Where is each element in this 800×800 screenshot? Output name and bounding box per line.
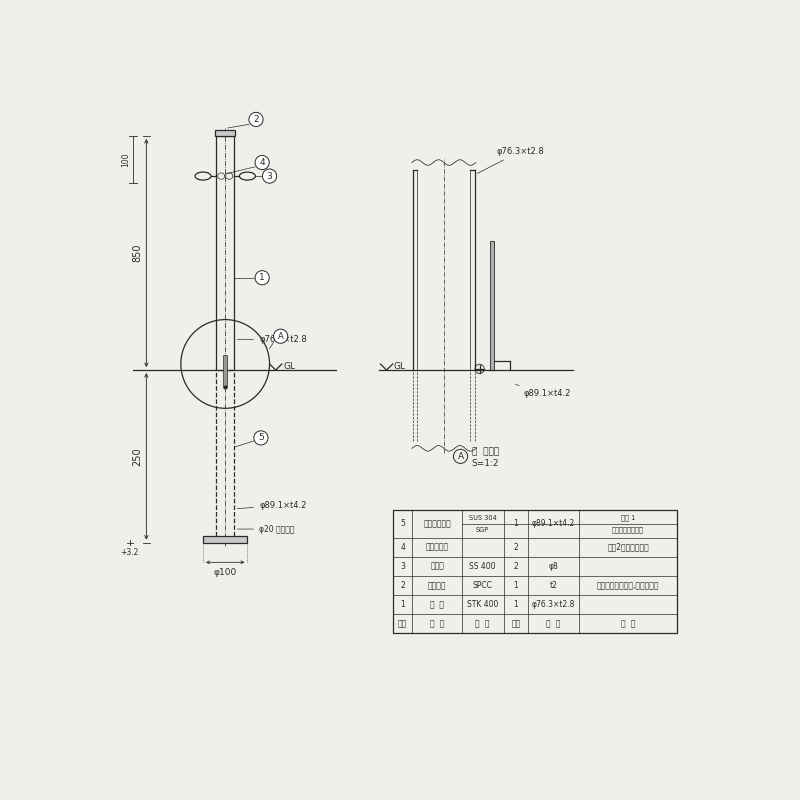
Text: 4: 4 bbox=[259, 158, 265, 167]
Bar bbox=[490, 241, 494, 370]
Text: 5: 5 bbox=[400, 519, 405, 528]
Text: フック: フック bbox=[430, 562, 444, 570]
Text: +3.2: +3.2 bbox=[121, 547, 139, 557]
Text: 2: 2 bbox=[253, 115, 259, 124]
Circle shape bbox=[262, 169, 277, 183]
Text: 1: 1 bbox=[259, 274, 265, 282]
Text: STK 400: STK 400 bbox=[467, 600, 498, 609]
Bar bbox=[223, 355, 227, 387]
Text: 表裏2ヶ所貼り付け: 表裏2ヶ所貼り付け bbox=[607, 542, 649, 552]
Text: 4: 4 bbox=[400, 542, 405, 552]
Text: φ8: φ8 bbox=[549, 562, 558, 570]
Text: 支  柱: 支 柱 bbox=[430, 600, 444, 609]
Text: 1: 1 bbox=[400, 600, 405, 609]
Text: φ76.3×t2.8: φ76.3×t2.8 bbox=[532, 600, 575, 609]
Text: GL: GL bbox=[283, 362, 295, 371]
Text: 100: 100 bbox=[121, 152, 130, 166]
Text: φ89.1×t4.2: φ89.1×t4.2 bbox=[532, 519, 575, 528]
Bar bbox=[203, 537, 247, 542]
Text: SGP: SGP bbox=[476, 527, 490, 533]
Text: t2: t2 bbox=[550, 581, 558, 590]
Text: φ20 木検を打: φ20 木検を打 bbox=[238, 525, 294, 534]
Text: 規  格: 規 格 bbox=[546, 619, 561, 628]
Circle shape bbox=[249, 112, 263, 126]
Text: 5: 5 bbox=[258, 434, 264, 442]
Text: GL: GL bbox=[394, 362, 406, 371]
Text: 1: 1 bbox=[514, 519, 518, 528]
Circle shape bbox=[255, 155, 270, 170]
Bar bbox=[393, 510, 678, 633]
Text: スリーブ通し担け: スリーブ通し担け bbox=[612, 526, 644, 533]
Text: フタ付き材管: フタ付き材管 bbox=[423, 519, 451, 528]
Text: φ89.1×t4.2: φ89.1×t4.2 bbox=[238, 501, 306, 510]
Text: SUS 304: SUS 304 bbox=[469, 514, 497, 521]
Text: 番号: 番号 bbox=[398, 619, 407, 628]
Text: A: A bbox=[458, 452, 463, 461]
Text: 3: 3 bbox=[400, 562, 405, 570]
Text: φ100: φ100 bbox=[214, 569, 237, 578]
Text: 電気亜邉チック後,焦付け塗谷: 電気亜邉チック後,焦付け塗谷 bbox=[597, 581, 659, 590]
Text: 数量: 数量 bbox=[511, 619, 521, 628]
Text: φ76.3×t2.8: φ76.3×t2.8 bbox=[238, 335, 307, 344]
Text: 部  詳細図: 部 詳細図 bbox=[472, 447, 499, 457]
Text: フタ 1: フタ 1 bbox=[621, 514, 635, 521]
Text: 250: 250 bbox=[133, 447, 142, 466]
Text: 材  質: 材 質 bbox=[475, 619, 490, 628]
Text: 備  考: 備 考 bbox=[621, 619, 635, 628]
Text: S=1:2: S=1:2 bbox=[472, 459, 499, 468]
Text: SS 400: SS 400 bbox=[470, 562, 496, 570]
Text: SPCC: SPCC bbox=[473, 581, 493, 590]
Text: 打合シール: 打合シール bbox=[426, 542, 449, 552]
Text: 2: 2 bbox=[514, 542, 518, 552]
Text: A: A bbox=[278, 332, 283, 341]
Bar bbox=[216, 136, 234, 370]
Text: 1: 1 bbox=[514, 600, 518, 609]
Circle shape bbox=[274, 329, 288, 343]
Text: 1: 1 bbox=[514, 581, 518, 590]
Bar bbox=[215, 130, 235, 136]
Text: キャップ: キャップ bbox=[428, 581, 446, 590]
Text: 3: 3 bbox=[266, 171, 273, 181]
Text: 品  名: 品 名 bbox=[430, 619, 444, 628]
Circle shape bbox=[254, 430, 268, 445]
Circle shape bbox=[255, 270, 270, 285]
Text: 2: 2 bbox=[514, 562, 518, 570]
Text: φ76.3×t2.8: φ76.3×t2.8 bbox=[477, 147, 544, 174]
Text: 2: 2 bbox=[400, 581, 405, 590]
Text: 850: 850 bbox=[133, 244, 142, 262]
Text: φ89.1×t4.2: φ89.1×t4.2 bbox=[515, 385, 570, 398]
